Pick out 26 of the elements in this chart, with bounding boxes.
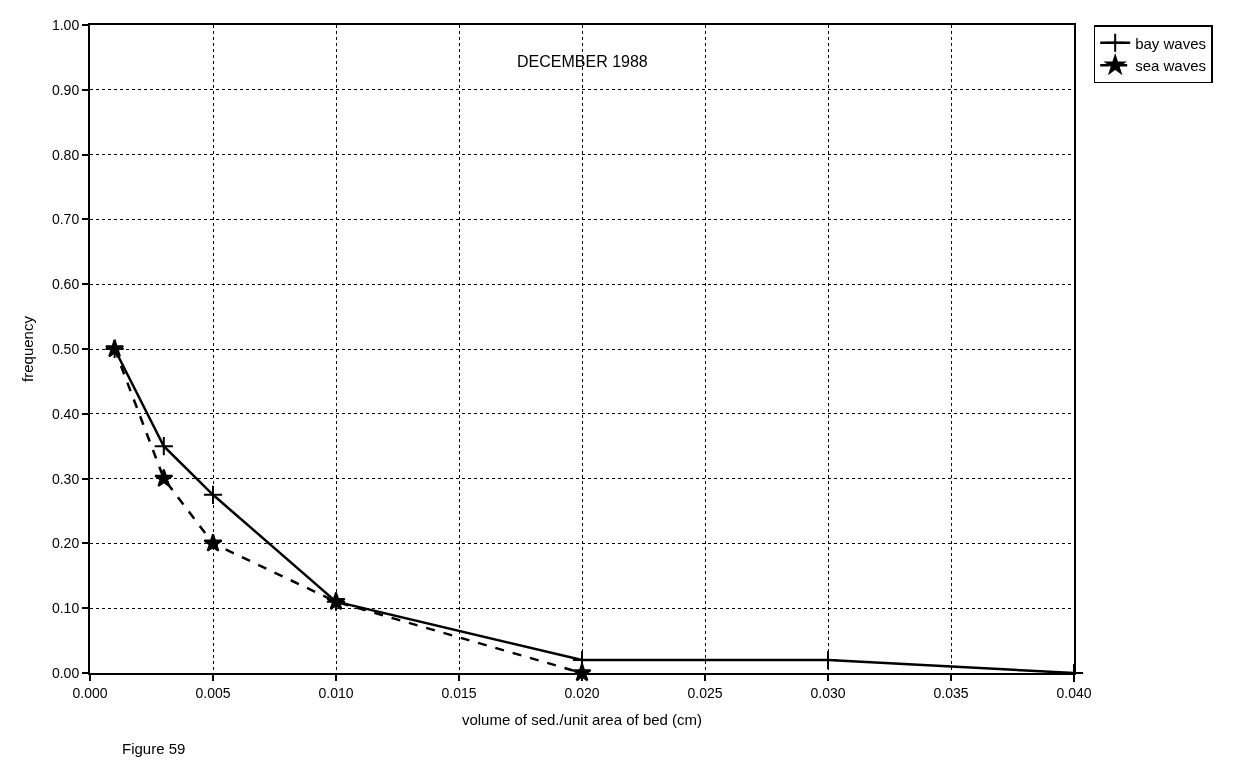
y-tick-label: 0.40 xyxy=(51,405,80,422)
x-tick-label: 0.020 xyxy=(564,684,600,701)
x-tick-label: 0.015 xyxy=(441,684,477,701)
y-tick-label: 0.10 xyxy=(51,600,80,617)
x-tick-label: 0.000 xyxy=(72,684,108,701)
x-tick-label: 0.010 xyxy=(318,684,354,701)
text: DECEMBER 1988 xyxy=(517,53,648,70)
caption: Figure 59 xyxy=(122,740,186,757)
x-tick-label: 0.035 xyxy=(933,684,969,701)
y-tick-label: 0.70 xyxy=(51,211,80,228)
y-tick-label: 0.80 xyxy=(51,146,80,163)
y-axis-title: frequency xyxy=(18,315,36,382)
y-tick-label: 0.50 xyxy=(51,340,80,357)
y-tick-label: 0.60 xyxy=(51,276,80,293)
x-tick-label: 0.040 xyxy=(1056,684,1092,701)
x-axis-title: volume of sed./unit area of bed (cm) xyxy=(461,711,703,729)
y-tick-label: 0.30 xyxy=(51,470,80,487)
y-tick-label: 0.20 xyxy=(51,535,80,552)
y-tick-label: 0.90 xyxy=(51,81,80,98)
legend-label: bay waves xyxy=(1135,34,1207,52)
y-tick-label: 0.00 xyxy=(51,664,80,681)
x-tick-label: 0.025 xyxy=(687,684,723,701)
x-tick-label: 0.030 xyxy=(810,684,846,701)
y-tick-label: 1.00 xyxy=(51,16,80,33)
legend-label: sea waves xyxy=(1135,57,1207,75)
x-tick-label: 0.005 xyxy=(195,684,231,701)
